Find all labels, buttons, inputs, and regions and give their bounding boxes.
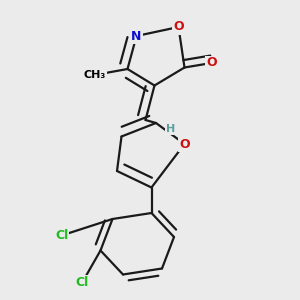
Text: O: O <box>206 56 217 70</box>
Text: H: H <box>167 124 176 134</box>
Text: O: O <box>179 137 190 151</box>
Text: N: N <box>131 29 142 43</box>
Text: Cl: Cl <box>76 275 89 289</box>
Text: Cl: Cl <box>55 229 68 242</box>
Text: CH₃: CH₃ <box>83 70 106 80</box>
Text: O: O <box>173 20 184 34</box>
